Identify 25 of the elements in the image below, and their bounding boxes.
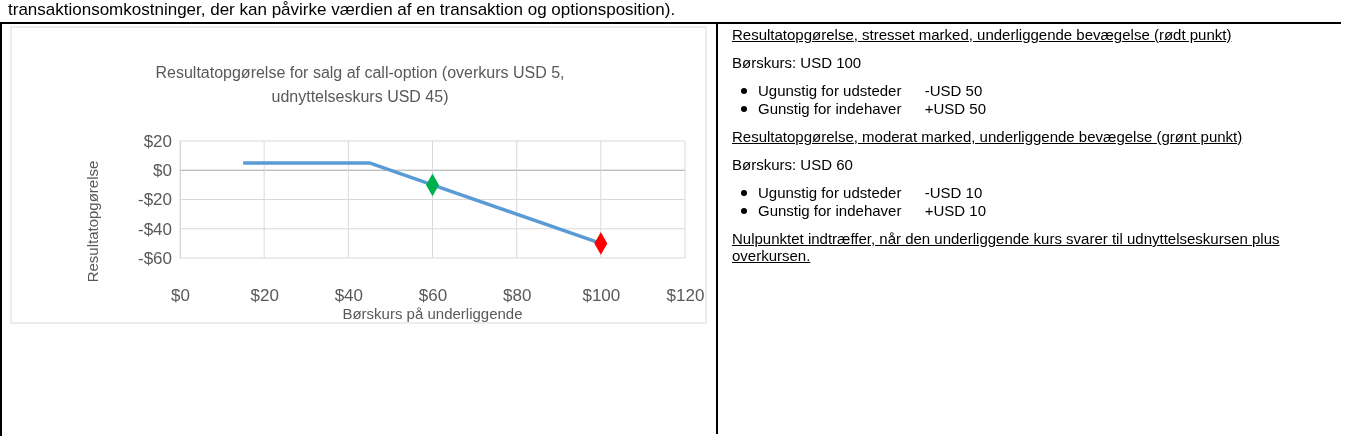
text: Ugunstig for udsteder -USD 50 (758, 82, 983, 99)
text: Nulpunktet indtræffer, når den underliggende kurs svarer til udnyttelseskursen plus overkursen. (732, 230, 1280, 264)
chart-title: Resultatopgørelse for salg af call-option (overkurs USD 5, udnyttelseskurs USD 45) (155, 64, 565, 105)
text: Ugunstig for udsteder -USD 10 (758, 184, 983, 201)
y-tick-label: -$40 (137, 219, 172, 239)
text: Gunstig for indehaver +USD 50 (758, 100, 986, 117)
y-tick-label: $20 (143, 131, 172, 151)
y-tick-label: $0 (153, 161, 172, 181)
y-tick-label: -$20 (137, 190, 172, 210)
text: Resultatopgørelse, moderat marked, underliggende bevægelse (grønt punkt) (732, 128, 1243, 145)
x-axis-title: Børskurs på underliggende (342, 305, 523, 322)
y-axis-title: Resultatopgørelse (84, 160, 101, 283)
text: Børskurs: USD 100 (732, 54, 862, 71)
x-tick-label: $20 (250, 286, 279, 306)
x-tick-label: $100 (582, 286, 621, 306)
x-tick-label: $60 (418, 286, 448, 306)
x-tick-label: $120 (666, 286, 705, 306)
x-tick-label: $80 (502, 286, 532, 306)
text: Gunstig for indehaver +USD 10 (758, 202, 986, 219)
text: transaktionsomkostninger, der kan påvirke værdien af en transaktion og optionsposition). (8, 0, 676, 20)
x-tick-label: $0 (171, 286, 190, 306)
y-tick-label: -$60 (137, 248, 172, 268)
x-tick-label: $40 (334, 286, 364, 306)
text: Børskurs: USD 60 (732, 156, 853, 173)
text: Resultatopgørelse, stresset marked, underliggende bevægelse (rødt punkt) (732, 26, 1232, 43)
